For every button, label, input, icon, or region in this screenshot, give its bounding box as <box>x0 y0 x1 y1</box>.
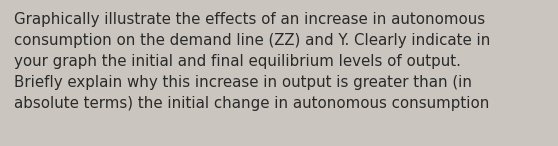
Text: Graphically illustrate the effects of an increase in autonomous
consumption on t: Graphically illustrate the effects of an… <box>14 12 490 111</box>
